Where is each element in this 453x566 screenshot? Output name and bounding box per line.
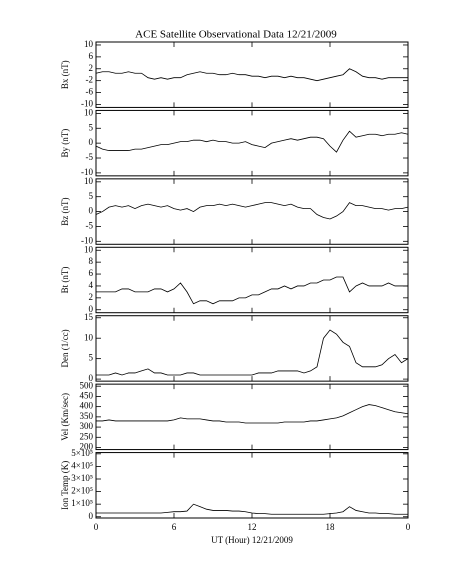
y-tick-label: -10 bbox=[81, 167, 93, 177]
data-line bbox=[95, 202, 409, 220]
y-tick-label: 4×10⁵ bbox=[71, 460, 93, 470]
panel-frame bbox=[95, 383, 409, 451]
data-line bbox=[95, 68, 408, 82]
data-line bbox=[96, 503, 408, 515]
y-tick-label: 5 bbox=[89, 353, 94, 363]
y-tick-label: 1×10⁵ bbox=[71, 498, 93, 508]
y-tick-label: 300 bbox=[80, 421, 94, 431]
panel-frame bbox=[95, 109, 409, 177]
y-tick-label: 2 bbox=[89, 63, 94, 73]
y-tick-label: 5×10⁵ bbox=[71, 448, 93, 458]
data-line bbox=[96, 329, 409, 376]
y-tick-label: 350 bbox=[80, 411, 94, 421]
y-tick-label: -10 bbox=[81, 99, 93, 109]
y-axis-label: Bt (nT) bbox=[60, 267, 70, 294]
y-tick-label: 200 bbox=[80, 442, 94, 452]
y-axis-label: Ion Temp (K) bbox=[60, 461, 70, 510]
y-tick-label: 0 bbox=[89, 511, 94, 521]
data-line bbox=[96, 404, 409, 424]
y-tick-label: 10 bbox=[84, 244, 94, 254]
y-tick-label: 0 bbox=[89, 137, 94, 147]
y-tick-label: 2 bbox=[89, 292, 94, 302]
y-tick-label: 5 bbox=[89, 191, 94, 201]
y-tick-label: 15 bbox=[84, 312, 94, 322]
y-tick-label: 8 bbox=[89, 256, 94, 266]
y-tick-label: 450 bbox=[80, 390, 94, 400]
y-tick-label: 2×10⁵ bbox=[71, 486, 93, 496]
y-tick-label: -6 bbox=[86, 87, 94, 97]
y-tick-label: 6 bbox=[89, 51, 94, 61]
y-tick-label: 0 bbox=[89, 304, 94, 314]
y-tick-label: 10 bbox=[84, 107, 94, 117]
x-axis-label: UT (Hour) 12/21/2009 bbox=[211, 535, 293, 545]
y-tick-label: 0 bbox=[89, 373, 94, 383]
y-tick-label: 400 bbox=[80, 401, 94, 411]
y-tick-label: -2 bbox=[86, 75, 94, 85]
chart-title: ACE Satellite Observational Data 12/21/2… bbox=[135, 29, 337, 41]
x-tick-label: 0 bbox=[406, 522, 411, 532]
y-tick-label: 250 bbox=[80, 431, 94, 441]
x-tick-label: 12 bbox=[248, 522, 257, 532]
data-line bbox=[95, 130, 409, 153]
y-tick-label: 4 bbox=[89, 280, 94, 290]
y-tick-label: -10 bbox=[81, 235, 93, 245]
y-axis-label: Bx (nT) bbox=[60, 60, 70, 89]
y-tick-label: 10 bbox=[84, 176, 94, 186]
y-tick-label: 3×10⁵ bbox=[71, 473, 93, 483]
x-tick-label: 6 bbox=[172, 522, 177, 532]
panel-frame bbox=[95, 178, 409, 245]
panel-frame bbox=[95, 246, 409, 314]
y-axis-label: Bz (nT) bbox=[60, 197, 70, 225]
y-tick-label: 500 bbox=[80, 380, 94, 390]
y-tick-label: 10 bbox=[84, 39, 94, 49]
y-tick-label: 10 bbox=[84, 332, 94, 342]
data-line bbox=[96, 276, 408, 305]
y-tick-label: -5 bbox=[86, 221, 94, 231]
y-axis-label: Den (1/cc) bbox=[60, 329, 70, 367]
panel-frame bbox=[95, 315, 409, 382]
y-tick-label: 6 bbox=[89, 268, 94, 278]
x-tick-label: 18 bbox=[326, 522, 336, 532]
x-tick-label: 0 bbox=[94, 522, 99, 532]
panel-frame bbox=[95, 452, 409, 519]
y-tick-label: 0 bbox=[89, 206, 94, 216]
panel-frame bbox=[95, 41, 409, 108]
y-tick-label: 5 bbox=[89, 122, 94, 132]
y-tick-label: -5 bbox=[86, 152, 94, 162]
y-axis-label: Vel (Km/sec) bbox=[60, 393, 70, 441]
y-axis-label: By (nT) bbox=[60, 129, 70, 158]
